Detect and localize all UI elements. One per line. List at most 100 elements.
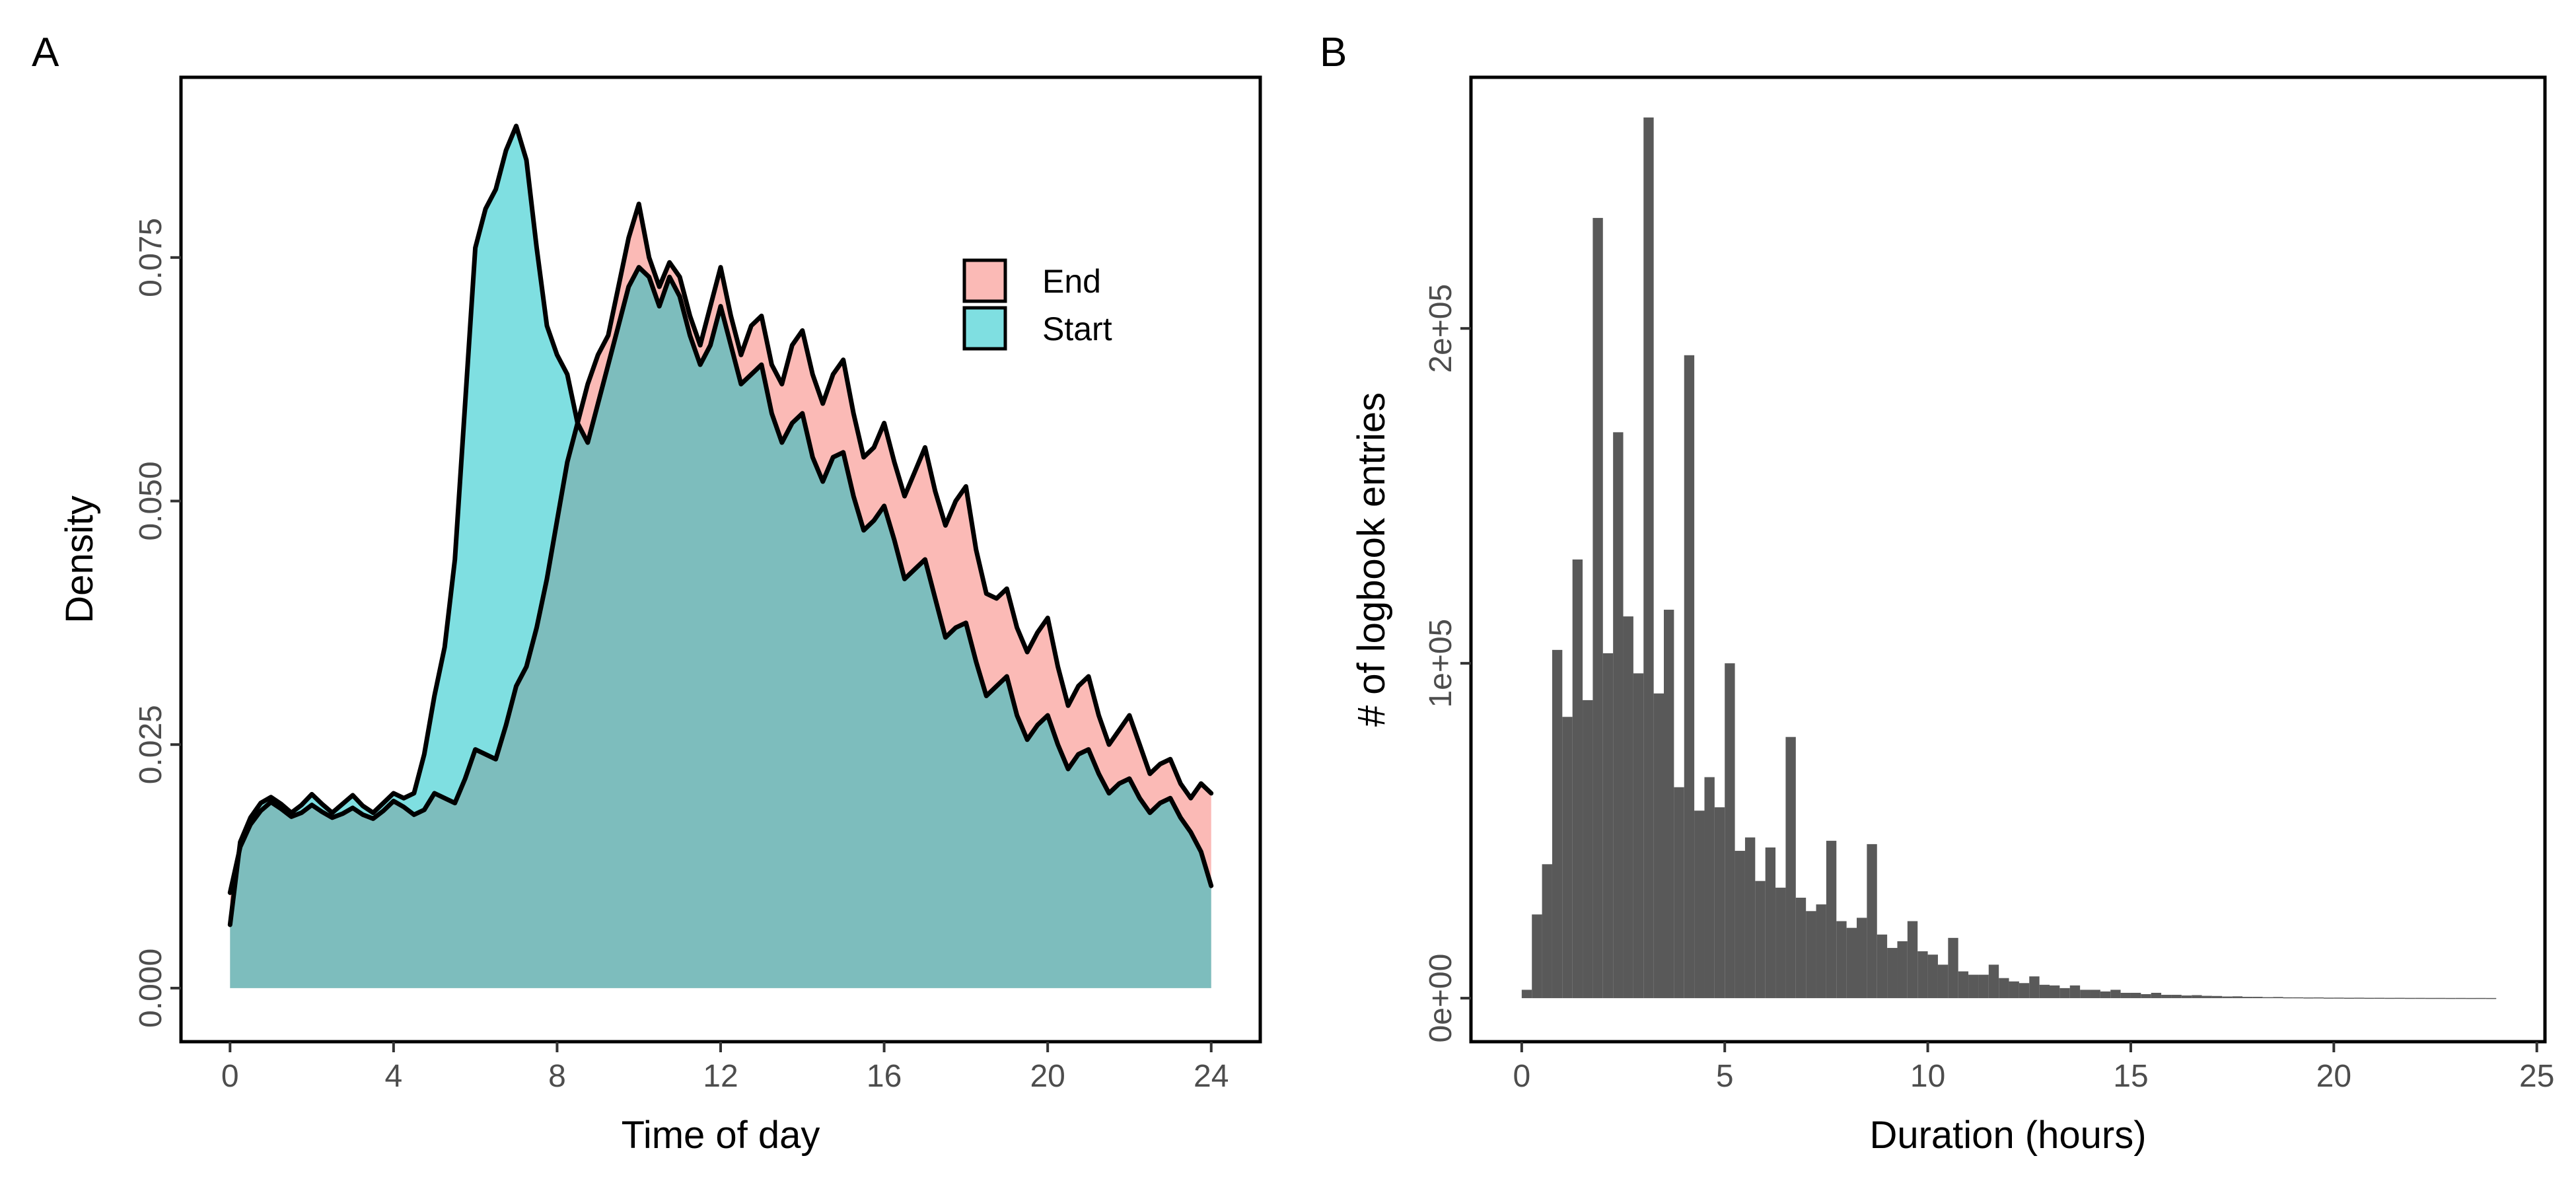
histogram-bar <box>1664 610 1674 999</box>
histogram-bar <box>2069 985 2081 999</box>
histogram-bar <box>1999 978 2009 999</box>
density-x-ticks: 0 4 8 12 16 20 24 <box>221 1042 1229 1094</box>
density-x-tick-label: 4 <box>384 1059 402 1094</box>
histogram-bars <box>1521 117 2497 999</box>
histogram-bar <box>2059 988 2070 999</box>
histogram-bar <box>1927 955 1938 999</box>
histogram-x-tick-label: 20 <box>2316 1059 2351 1094</box>
histogram-bar <box>2120 992 2131 999</box>
density-y-tick-label: 0.025 <box>133 705 168 784</box>
density-x-tick-label: 20 <box>1030 1059 1065 1094</box>
histogram-bar <box>2374 997 2385 999</box>
histogram-bar <box>1937 964 1949 999</box>
histogram-bar <box>2252 997 2263 999</box>
histogram-bar <box>2161 995 2172 999</box>
histogram-bar <box>2394 997 2405 999</box>
histogram-bar <box>2415 997 2425 999</box>
histogram-bar <box>2050 985 2060 999</box>
density-legend: End Start <box>962 258 1112 351</box>
density-y-tick-label: 0.075 <box>133 218 168 297</box>
density-panel: A 0 4 8 12 16 20 24 0.000 0.025 0.050 0.075 Time … <box>32 30 1262 1157</box>
histogram-bar <box>1897 941 1908 999</box>
histogram-bar <box>2323 997 2334 999</box>
histogram-bar <box>2222 996 2233 999</box>
histogram-bar <box>1583 700 1593 999</box>
density-x-axis-title: Time of day <box>622 1114 820 1157</box>
histogram-bar <box>1572 559 1583 999</box>
histogram-bar <box>1958 971 1969 999</box>
legend-label-end: End <box>1042 263 1101 300</box>
histogram-bar <box>2130 992 2141 999</box>
histogram-bar <box>1694 811 1705 999</box>
histogram-bar <box>2232 996 2243 999</box>
histogram-bar <box>2435 997 2446 999</box>
histogram-bar <box>1623 616 1633 999</box>
histogram-bar <box>2384 997 2395 999</box>
histogram-bar <box>1806 911 1816 999</box>
histogram-bar <box>2009 981 2019 999</box>
histogram-bar <box>2141 994 2151 999</box>
density-x-tick-label: 12 <box>703 1059 738 1094</box>
histogram-bar <box>1633 673 1644 999</box>
histogram-bar <box>1643 117 1654 999</box>
histogram-bar <box>1907 921 1918 999</box>
histogram-bar <box>1674 787 1684 999</box>
histogram-bar <box>2242 997 2253 999</box>
histogram-bar <box>1602 653 1614 999</box>
histogram-bar <box>2293 997 2304 999</box>
histogram-bar <box>1744 837 1756 999</box>
histogram-bar <box>1988 964 1999 999</box>
legend-key-end <box>962 258 1007 303</box>
histogram-bar <box>2425 997 2436 999</box>
density-x-tick-label: 24 <box>1194 1059 1229 1094</box>
histogram-bar <box>1684 355 1695 999</box>
histogram-y-axis-title: # of logbook entries <box>1350 392 1393 727</box>
histogram-bar <box>1877 934 1888 999</box>
histogram-bar <box>1867 844 1877 999</box>
histogram-bar <box>2110 990 2121 999</box>
histogram-bar <box>1704 777 1715 999</box>
density-y-tick-label: 0.050 <box>133 461 168 540</box>
histogram-x-tick-label: 25 <box>2519 1059 2554 1094</box>
histogram-bar <box>2151 992 2162 999</box>
density-x-tick-label: 16 <box>867 1059 902 1094</box>
density-line-start <box>227 124 1214 927</box>
histogram-bar <box>2171 995 2182 999</box>
histogram-bar <box>1552 649 1563 999</box>
histogram-bar <box>1816 904 1826 999</box>
histogram-bar <box>2364 997 2375 999</box>
histogram-bar <box>2343 997 2355 999</box>
histogram-bar <box>2404 997 2415 999</box>
histogram-bar <box>1714 807 1725 999</box>
histogram-bar <box>2334 997 2344 999</box>
histogram-bar <box>2080 990 2091 999</box>
histogram-bar <box>1887 948 1898 999</box>
histogram-bar <box>1562 717 1573 999</box>
histogram-bar <box>2313 997 2324 999</box>
histogram-x-axis-title: Duration (hours) <box>1869 1114 2146 1157</box>
histogram-bar <box>1857 918 1867 999</box>
histogram-bar <box>1755 881 1766 999</box>
histogram-bar <box>1735 851 1745 999</box>
density-x-tick-label: 8 <box>548 1059 566 1094</box>
density-x-tick-label: 0 <box>221 1059 239 1094</box>
histogram-y-tick-label: 0e+00 <box>1423 954 1458 1043</box>
density-area-start <box>230 126 1211 988</box>
histogram-panel: B 0 5 10 15 20 25 0e+00 1e+05 2e+05 Duration (h… <box>1320 30 2554 1157</box>
histogram-bar <box>1785 737 1796 999</box>
histogram-bar <box>1521 990 1532 999</box>
histogram-bar <box>1948 937 1958 999</box>
histogram-bar <box>2181 995 2192 999</box>
histogram-bar <box>2283 997 2293 999</box>
legend-label-start: Start <box>1042 310 1112 347</box>
histogram-y-tick-label: 2e+05 <box>1423 284 1458 373</box>
histogram-bar <box>2090 990 2100 999</box>
histogram-bar <box>1613 432 1624 999</box>
histogram-bar <box>1978 974 1989 999</box>
histogram-bar <box>2039 984 2050 999</box>
histogram-bar <box>2466 997 2476 999</box>
histogram-bar <box>2455 997 2466 999</box>
panel-a-tag: A <box>32 30 59 75</box>
histogram-bar <box>2100 991 2111 999</box>
histogram-bar <box>2476 997 2486 999</box>
